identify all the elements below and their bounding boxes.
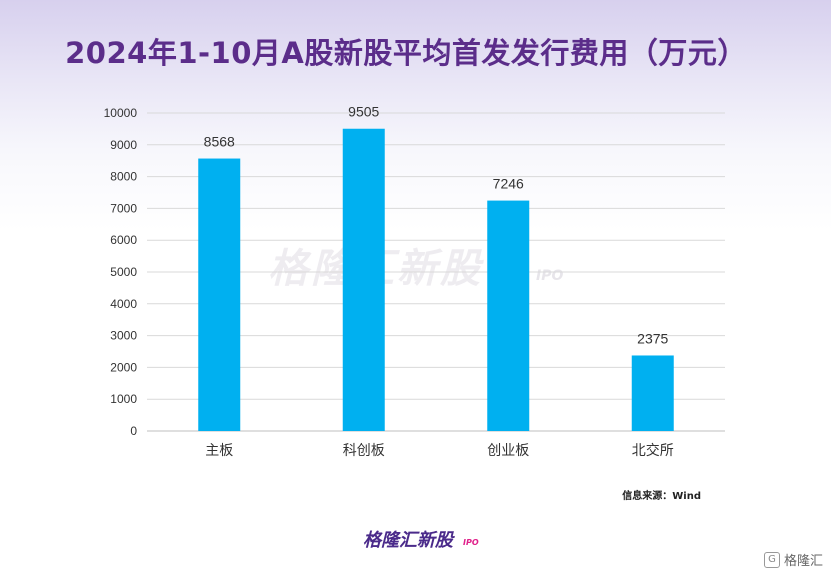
y-tick-label: 8000 [110,170,137,184]
y-tick-label: 3000 [110,329,137,343]
y-tick-label: 1000 [110,392,137,406]
y-tick-label: 9000 [110,138,137,152]
data-label: 8568 [204,134,235,150]
corner-watermark: G 格隆汇 [763,550,823,569]
chart-title: 2024年1-10月A股新股平均首发发行费用（万元） [65,36,747,70]
y-tick-label: 2000 [110,360,137,374]
data-label: 2375 [637,330,668,346]
logo-sub: IPO [463,538,479,547]
y-tick-label: 5000 [110,265,137,279]
data-label: 9505 [348,104,379,120]
logo-text: 格隆汇新股 [363,530,453,551]
bar [631,355,674,431]
y-tick-label: 4000 [110,297,137,311]
brand-icon: G [763,551,780,568]
bar [198,158,241,431]
source-note: 信息来源：Wind [622,491,701,502]
bar [342,128,385,431]
bar [487,200,530,431]
x-tick-label: 北交所 [632,442,674,459]
x-tick-label: 创业板 [487,443,529,459]
y-tick-label: 0 [130,424,137,438]
x-tick-label: 科创板 [343,443,385,459]
data-label: 7246 [493,176,524,192]
y-tick-label: 6000 [110,233,137,247]
y-tick-label: 7000 [110,201,137,215]
x-tick-label: 主板 [205,443,233,459]
corner-watermark-text: 格隆汇 [783,554,823,569]
y-tick-label: 10000 [104,106,138,120]
